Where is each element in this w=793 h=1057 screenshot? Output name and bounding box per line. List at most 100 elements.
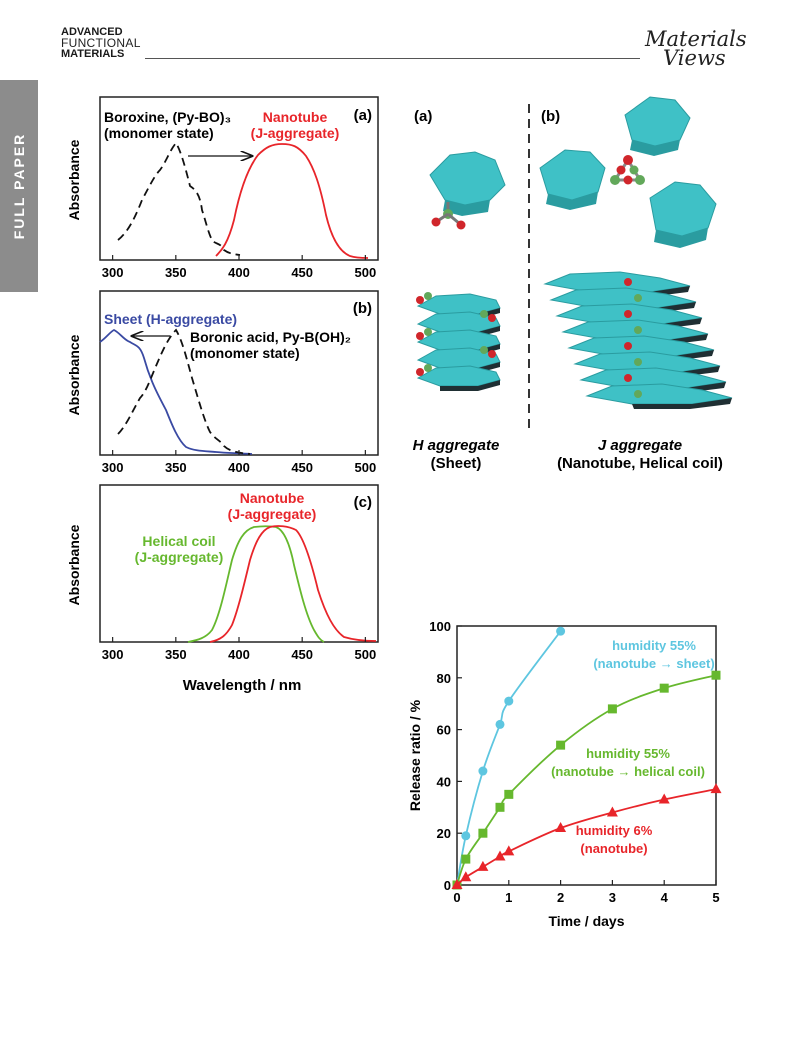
- oxygen-atom: [416, 368, 424, 376]
- y-tick-label: 40: [437, 774, 451, 789]
- x-tick-label: 3: [609, 890, 616, 905]
- series-label-detail: (nanotube): [580, 841, 647, 856]
- structure-tag-a: (a): [414, 108, 432, 125]
- data-point: [659, 683, 669, 693]
- boron-atom: [424, 328, 432, 336]
- x-tick-label: 400: [228, 460, 250, 475]
- spectrum-c-helical-curve: [187, 525, 325, 643]
- data-point: [461, 831, 471, 841]
- data-point: [478, 766, 488, 776]
- chart-ylabel: Release ratio / %: [407, 699, 423, 811]
- data-point: [477, 860, 489, 871]
- spectrum-a-nanotube-label: Nanotube: [263, 109, 328, 125]
- spectrum-a-x-axis: 300 350 400 450 500: [102, 255, 376, 280]
- spectrum-b-sheet-curve: [99, 328, 253, 455]
- boroxine-atom: [634, 390, 642, 398]
- x-tick-label: 500: [355, 647, 377, 662]
- boroxine-atom: [634, 326, 642, 334]
- chart-xlabel: Time / days: [548, 913, 624, 929]
- header-rule: [145, 58, 640, 59]
- boroxine-atom: [624, 374, 632, 382]
- sheet-layer-shadow: [440, 380, 500, 391]
- data-point: [658, 793, 670, 804]
- structure-caption-h-line1: H aggregate: [413, 437, 500, 454]
- series-label-detail: (nanotube → sheet): [593, 656, 714, 671]
- y-tick-label: 100: [429, 619, 451, 634]
- boron-atom: [424, 292, 432, 300]
- j-aggregate-stack: [543, 271, 733, 409]
- boron-atom: [480, 310, 488, 318]
- spectrum-c-x-axis: 300 350 400 450 500: [102, 637, 376, 662]
- data-point: [711, 670, 721, 680]
- publisher-logo-line2: Views: [663, 46, 726, 70]
- data-point: [556, 740, 566, 750]
- spectrum-b-boronic-label: Boronic acid, Py-B(OH)₂: [190, 329, 351, 345]
- x-tick-label: 450: [291, 265, 313, 280]
- data-point: [504, 789, 514, 799]
- spectrum-b-tag: (b): [353, 300, 372, 317]
- structure-tag-b: (b): [541, 108, 560, 125]
- boroxine-atom: [624, 342, 632, 350]
- structure-caption-j-line1: J aggregate: [598, 437, 682, 454]
- data-point: [494, 850, 506, 861]
- x-tick-label: 400: [228, 647, 250, 662]
- plot-frame: [456, 625, 717, 886]
- data-point: [495, 719, 505, 729]
- data-point: [555, 822, 567, 833]
- spectrum-b-boronic-state: (monomer state): [190, 345, 300, 361]
- data-point: [478, 828, 488, 838]
- data-point: [451, 879, 463, 889]
- spectrum-c-ylabel: Absorbance: [66, 524, 82, 605]
- publisher-logo-line1: Materials: [645, 27, 747, 51]
- spectrum-a-boroxine-state: (monomer state): [104, 125, 214, 141]
- spectrum-panel-c: (c) Nanotube (J-aggregate) Helical coil …: [66, 484, 379, 694]
- spectrum-b-sheet-label: Sheet (H-aggregate): [104, 311, 237, 327]
- boroxine-atom: [624, 310, 632, 318]
- data-point: [607, 704, 617, 714]
- oxygen-atom: [416, 332, 424, 340]
- journal-logo-line3: MATERIALS: [61, 48, 125, 60]
- boroxine-atom: [634, 358, 642, 366]
- spectrum-a-boroxine-curve: [117, 141, 241, 256]
- data-point: [606, 806, 618, 817]
- data-point: [460, 871, 472, 882]
- data-point: [710, 783, 722, 794]
- x-tick-label: 1: [505, 890, 512, 905]
- spectrum-a-nanotube-curve: [215, 143, 369, 259]
- x-tick-label: 500: [355, 460, 377, 475]
- spectrum-a-tag: (a): [354, 107, 372, 124]
- publisher-logo: Materials Views: [645, 27, 747, 70]
- monomer-pyrene-boronic-acid: [429, 151, 506, 230]
- boroxine-trimer: [539, 96, 717, 248]
- spectrum-b-x-axis: 300 350 400 450 500: [102, 450, 376, 475]
- spectrum-a-ylabel: Absorbance: [66, 139, 82, 220]
- structure-caption-h-line2: (Sheet): [431, 455, 482, 472]
- oxygen-atom: [488, 314, 496, 322]
- spectrum-a-nanotube-agg: (J-aggregate): [251, 125, 340, 141]
- y-tick-label: 0: [444, 878, 451, 893]
- x-tick-label: 300: [102, 647, 124, 662]
- oxygen-atom: [416, 296, 424, 304]
- data-point: [495, 802, 505, 812]
- boroxine-atom: [634, 294, 642, 302]
- spectrum-c-nanotube-agg: (J-aggregate): [228, 506, 317, 522]
- data-point: [556, 626, 566, 636]
- structure-illustration: (a) (b): [413, 96, 733, 472]
- x-tick-label: 450: [291, 460, 313, 475]
- oxygen-atom: [488, 350, 496, 358]
- x-tick-label: 4: [661, 890, 669, 905]
- series-label: humidity 55%: [612, 638, 696, 653]
- x-tick-label: 2: [557, 890, 564, 905]
- x-tick-label: 350: [165, 647, 187, 662]
- data-point: [504, 696, 514, 706]
- spectrum-b-boronic-curve: [117, 328, 251, 455]
- spectrum-a-boroxine-label: Boroxine, (Py-BO)₃: [104, 109, 231, 125]
- x-tick-label: 0: [453, 890, 460, 905]
- x-tick-label: 300: [102, 265, 124, 280]
- spectrum-b-ylabel: Absorbance: [66, 334, 82, 415]
- data-point: [461, 854, 471, 864]
- nanotube-layer-shadow: [632, 398, 732, 409]
- spectrum-panel-b: (b) Sheet (H-aggregate) Boronic acid, Py…: [66, 290, 379, 475]
- structure-caption-j-line2: (Nanotube, Helical coil): [557, 455, 723, 472]
